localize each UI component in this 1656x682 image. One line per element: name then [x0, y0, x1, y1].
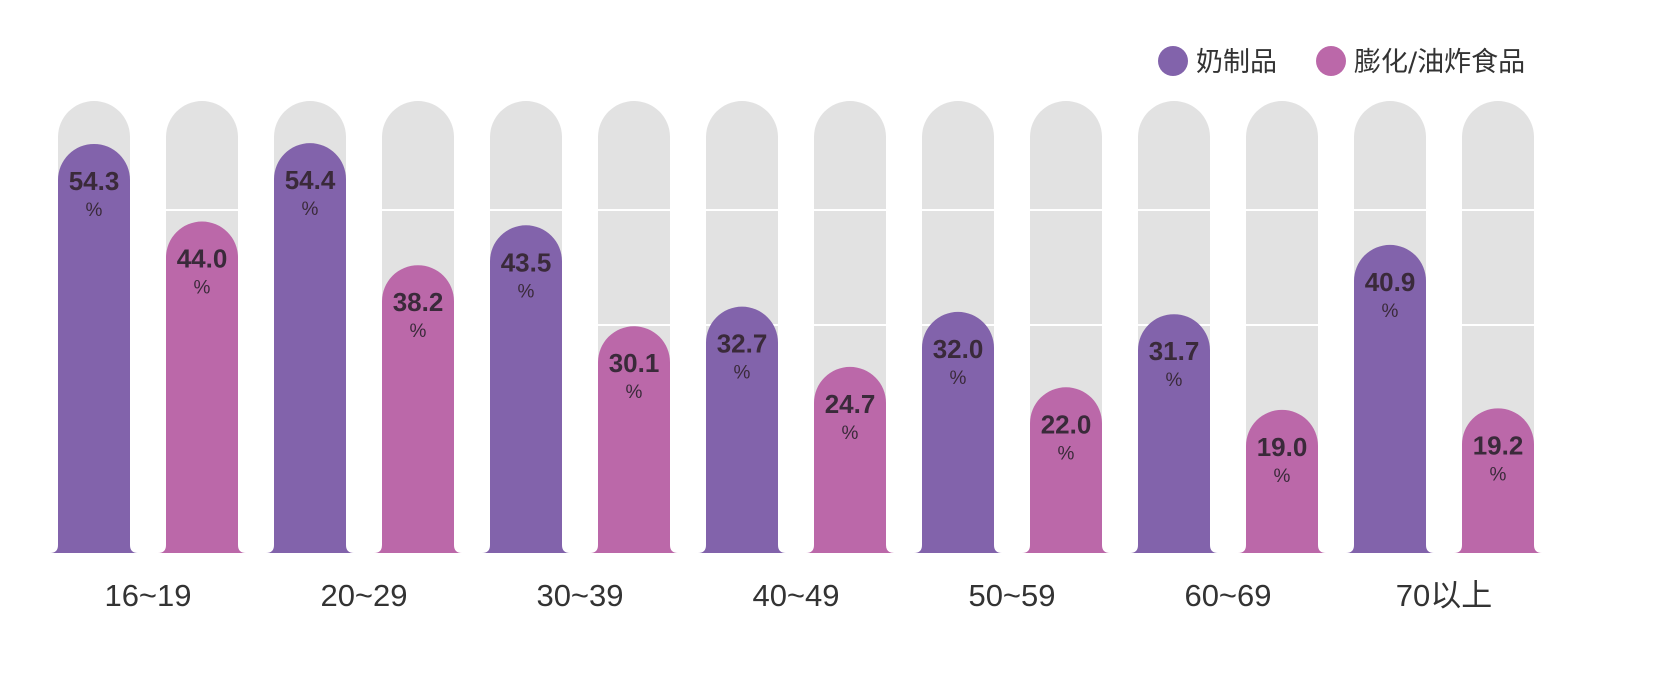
data-label-unit: %	[302, 199, 319, 220]
data-label-unit: %	[626, 382, 643, 403]
data-label: 22.0	[1041, 409, 1092, 439]
data-label: 38.2	[393, 287, 444, 317]
data-label: 30.1	[609, 348, 660, 378]
data-label: 54.4	[285, 165, 336, 195]
bar	[1238, 409, 1326, 553]
bar	[698, 306, 786, 553]
bar	[1022, 387, 1110, 553]
bar	[374, 265, 462, 553]
x-axis-labels: 16~19 20~29 30~39 40~49 50~59 60~69 70以上	[104, 578, 1492, 613]
x-tick-label: 40~49	[752, 578, 839, 613]
legend-label: 奶制品	[1196, 47, 1277, 78]
legend-marker	[1316, 46, 1346, 76]
data-label-unit: %	[950, 368, 967, 389]
data-label: 32.0	[933, 334, 984, 364]
bar	[50, 143, 138, 553]
x-tick-label: 70以上	[1396, 578, 1492, 613]
data-label: 40.9	[1365, 267, 1416, 297]
data-label-unit: %	[1166, 370, 1183, 391]
data-label-unit: %	[734, 363, 751, 384]
data-label: 24.7	[825, 389, 876, 419]
data-label-unit: %	[518, 281, 535, 302]
bar	[914, 311, 1002, 553]
data-label: 19.0	[1257, 432, 1308, 462]
data-label-unit: %	[410, 321, 427, 342]
legend-label: 膨化/油炸食品	[1354, 47, 1525, 78]
bar	[1454, 408, 1542, 553]
bar	[806, 366, 894, 553]
data-label: 31.7	[1149, 336, 1200, 366]
data-label-unit: %	[1274, 466, 1291, 487]
gridlines	[40, 209, 1545, 326]
data-label: 44.0	[177, 244, 228, 274]
data-label-unit: %	[1058, 443, 1075, 464]
bar	[482, 225, 570, 553]
data-label-unit: %	[1490, 464, 1507, 485]
value-labels: 54.3% 44.0% 54.4% 38.2% 43.5% 30.1% 32.7% 24.7%…	[69, 165, 1524, 487]
data-label: 32.7	[717, 329, 768, 359]
data-label: 19.2	[1473, 430, 1524, 460]
x-tick-label: 16~19	[104, 578, 191, 613]
x-tick-label: 60~69	[1184, 578, 1271, 613]
data-label: 54.3	[69, 166, 120, 196]
x-tick-label: 20~29	[320, 578, 407, 613]
data-label: 43.5	[501, 247, 552, 277]
x-tick-label: 30~39	[536, 578, 623, 613]
data-label-unit: %	[86, 200, 103, 221]
legend-marker	[1158, 46, 1188, 76]
x-tick-label: 50~59	[968, 578, 1055, 613]
bars	[50, 143, 1542, 553]
bar	[1346, 244, 1434, 553]
bar	[1130, 314, 1218, 553]
bar	[266, 143, 354, 553]
bar	[590, 326, 678, 553]
data-label-unit: %	[842, 423, 859, 444]
legend: 奶制品 膨化/油炸食品	[1158, 46, 1525, 78]
bar	[158, 221, 246, 553]
data-label-unit: %	[194, 278, 211, 299]
data-label-unit: %	[1382, 301, 1399, 322]
